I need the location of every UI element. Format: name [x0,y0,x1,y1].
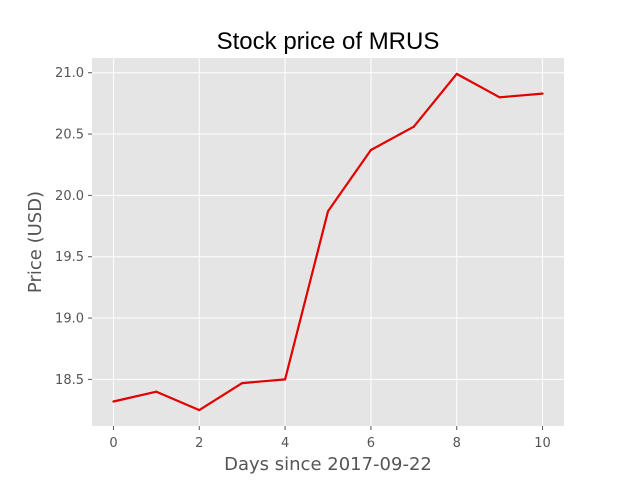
price-point [155,390,158,393]
price-point [198,408,201,412]
y-axis-label: Price (USD) [25,191,46,293]
price-point [412,125,415,128]
grid-lines [92,58,564,426]
x-tick-label: 8 [453,436,461,451]
price-point [112,400,115,403]
y-tick-label: 19.5 [55,250,84,265]
x-tick-label: 10 [534,436,551,451]
x-tick-label: 0 [109,436,117,451]
price-point [241,381,244,385]
x-tick-label: 6 [367,436,375,451]
x-tick-label: 4 [281,436,289,451]
x-tick-label: 2 [195,436,203,451]
price-point [326,210,330,213]
x-axis-ticks: 0 2 4 6 8 10 [109,426,551,451]
y-tick-label: 20.5 [55,128,84,143]
y-tick-label: 18.5 [55,373,84,388]
plot-area [92,58,564,426]
price-point [498,96,501,99]
y-tick-label: 19.0 [55,312,84,327]
y-tick-label: 21.0 [55,66,84,81]
chart-title: Stock price of MRUS [217,28,440,55]
price-point [369,148,373,152]
y-tick-label: 20.0 [55,189,84,204]
series-group [112,72,544,412]
price-point [541,92,544,95]
price-point [455,72,458,76]
price-point [283,378,287,381]
x-axis-label: Days since 2017-09-22 [224,454,432,475]
y-axis-ticks: 18.5 19.0 19.5 20.0 20.5 21.0 [55,66,92,388]
